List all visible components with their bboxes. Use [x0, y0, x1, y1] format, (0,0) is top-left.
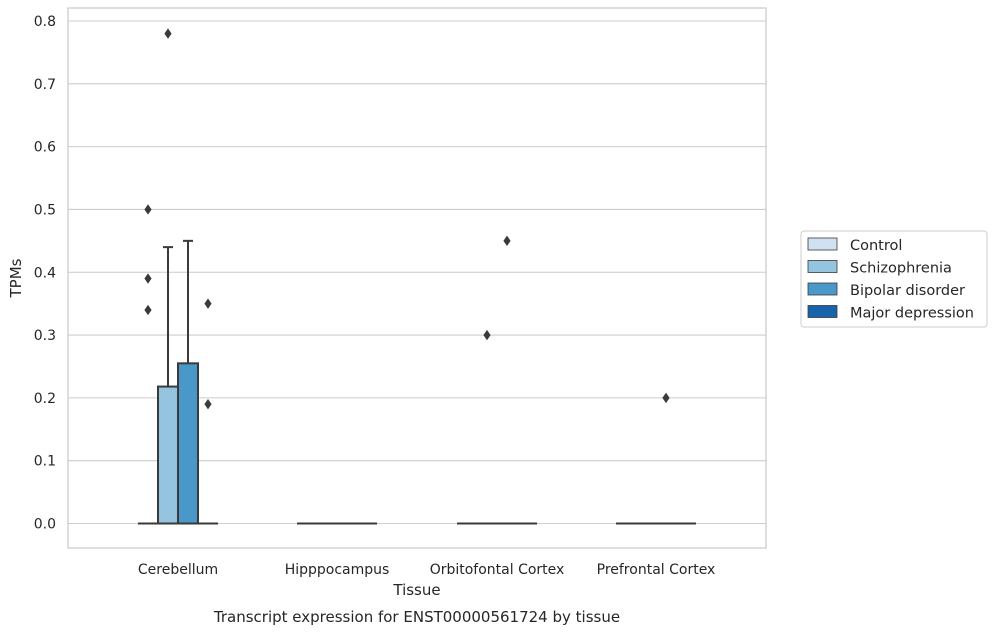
y-tick-label: 0.4 — [34, 265, 56, 281]
legend-label: Control — [850, 238, 902, 254]
box-major-depression — [198, 298, 218, 525]
box-schizophrenia — [157, 28, 179, 525]
legend-swatch — [807, 260, 838, 273]
x-tick-label: Orbitofontal Cortex — [430, 562, 565, 578]
x-tick-label: Hipppocampus — [285, 562, 390, 578]
legend: Control Schizophrenia Bipolar disorder Majo… — [800, 230, 988, 328]
outlier-point — [204, 298, 212, 309]
legend-label: Major depression — [850, 306, 974, 322]
box-groups — [138, 28, 696, 525]
outlier-point — [144, 304, 152, 316]
box-schizophrenia — [477, 329, 497, 525]
y-tick-label: 0.6 — [34, 140, 56, 156]
y-tick-label: 0.0 — [34, 517, 56, 533]
outlier-point — [164, 28, 172, 39]
box-body — [157, 385, 179, 525]
y-tick-label: 0.3 — [34, 328, 56, 344]
outlier-point — [144, 204, 152, 215]
y-tick-labels: 0.0 0.1 0.2 0.3 0.4 0.5 0.6 0.7 0.8 — [34, 14, 56, 533]
box-bipolar-disorder — [177, 239, 199, 525]
x-tick-label: Prefrontal Cortex — [597, 562, 716, 578]
chart-title: Transcript expression for ENST0000056172… — [213, 608, 620, 626]
legend-swatch — [807, 282, 838, 296]
x-axis-label: Tissue — [392, 581, 440, 599]
outlier-point — [483, 329, 491, 341]
y-tick-label: 0.5 — [34, 202, 56, 218]
y-tick-label: 0.8 — [34, 14, 56, 30]
box-bipolar-disorder — [497, 235, 517, 525]
legend-label: Schizophrenia — [850, 261, 952, 277]
x-tick-label: Cerebellum — [138, 562, 218, 578]
plot-frame — [67, 7, 767, 549]
legend-label: Bipolar disorder — [850, 283, 965, 299]
y-tick-label: 0.1 — [34, 454, 56, 470]
box-body — [177, 362, 199, 525]
x-tick-labels: Cerebellum Hipppocampus Orbitofontal Corte… — [138, 562, 715, 578]
outlier-point — [144, 273, 152, 284]
y-tick-label: 0.2 — [34, 391, 56, 407]
outlier-point — [662, 392, 670, 404]
outlier-point — [204, 398, 212, 410]
y-tick-label: 0.7 — [34, 77, 56, 93]
outlier-point — [503, 235, 511, 247]
y-axis-label: TPMs — [7, 258, 25, 298]
box-control — [138, 204, 158, 525]
box-bipolar-disorder — [656, 392, 676, 525]
legend-frame — [800, 230, 988, 328]
legend-swatch — [807, 305, 838, 318]
legend-swatch — [807, 237, 838, 251]
